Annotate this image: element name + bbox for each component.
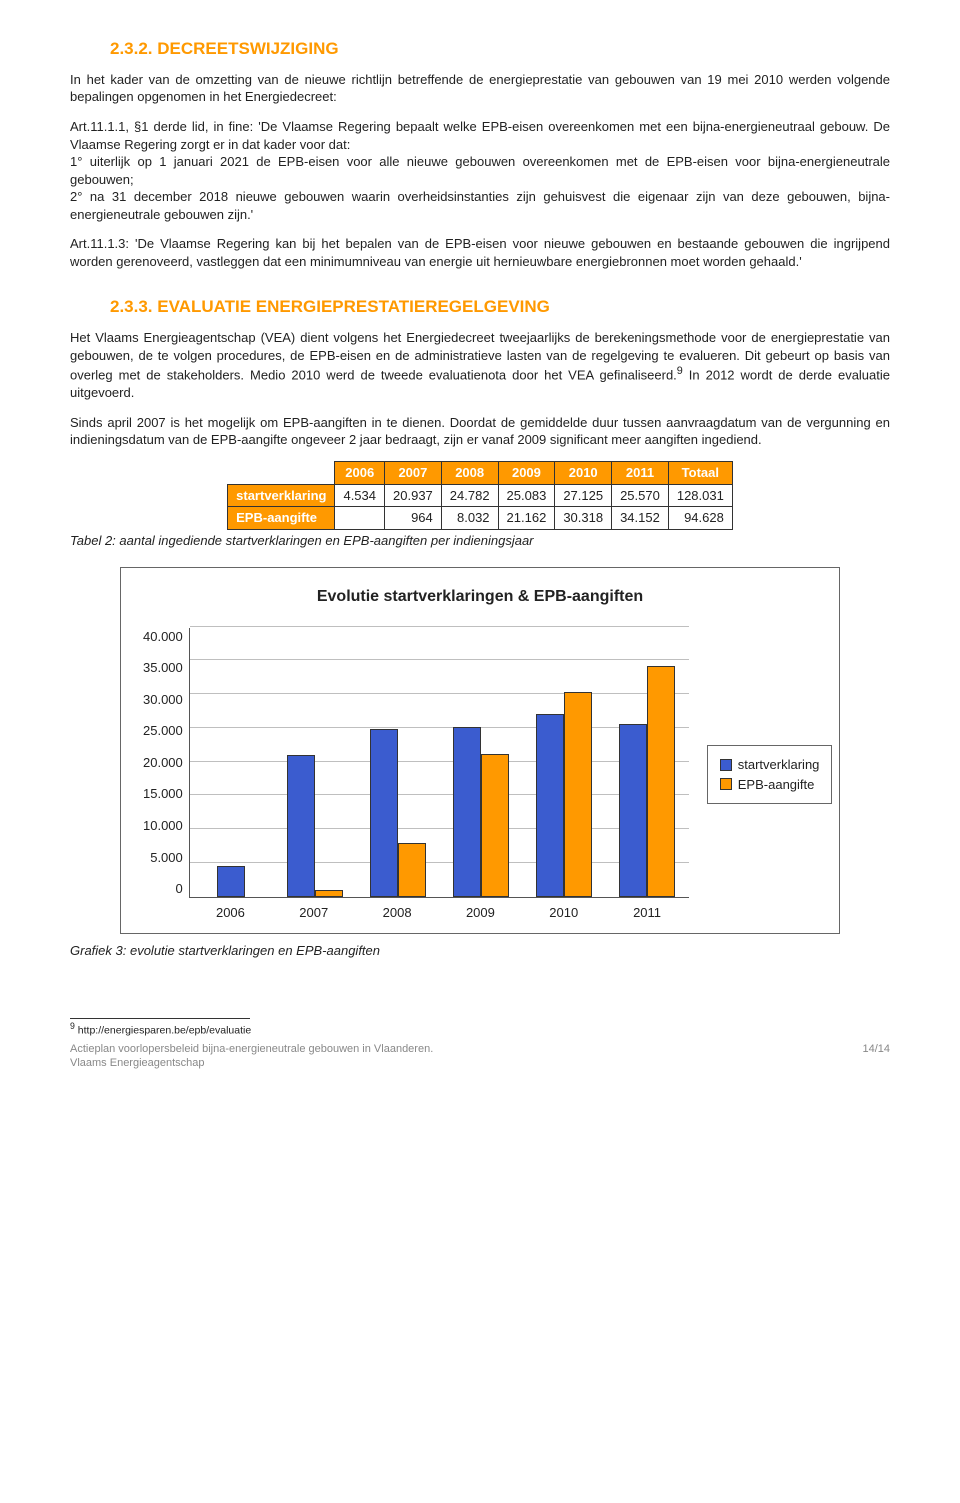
para-s1-1: In het kader van de omzetting van de nie… xyxy=(70,71,890,106)
cell: 25.570 xyxy=(612,484,669,507)
cell: 34.152 xyxy=(612,507,669,530)
footnote-rule xyxy=(70,1018,250,1019)
ytick-label: 15.000 xyxy=(143,785,183,803)
th-totaal: Totaal xyxy=(668,461,732,484)
footer-line1: Actieplan voorlopersbeleid bijna-energie… xyxy=(70,1042,433,1057)
para-s2-2: Sinds april 2007 is het mogelijk om EPB-… xyxy=(70,414,890,449)
bar xyxy=(370,729,398,896)
bar xyxy=(287,755,315,896)
bar xyxy=(536,714,564,897)
legend-swatch xyxy=(720,778,732,790)
th-2011: 2011 xyxy=(612,461,669,484)
rowhead-start: startverklaring xyxy=(228,484,335,507)
cell: 27.125 xyxy=(555,484,612,507)
para-s1-2: Art.11.1.1, §1 derde lid, in fine: 'De V… xyxy=(70,118,890,223)
th-2006: 2006 xyxy=(335,461,385,484)
ytick-label: 30.000 xyxy=(143,691,183,709)
bar-group xyxy=(273,628,356,897)
plot-area xyxy=(189,628,689,898)
heading-decreetswijziging: 2.3.2. DECREETSWIJZIGING xyxy=(110,38,890,61)
ytick-label: 0 xyxy=(176,880,183,898)
x-axis: 200620072008200920102011 xyxy=(189,898,689,922)
legend-label: EPB-aangifte xyxy=(738,776,815,794)
th-2010: 2010 xyxy=(555,461,612,484)
para-s1-3: Art.11.1.3: 'De Vlaamse Regering kan bij… xyxy=(70,235,890,270)
bar xyxy=(647,666,675,897)
bar xyxy=(481,754,509,897)
page-footer: Actieplan voorlopersbeleid bijna-energie… xyxy=(70,1042,890,1072)
table-caption: Tabel 2: aantal ingediende startverklari… xyxy=(70,532,890,550)
bar-group xyxy=(522,628,605,897)
table-epb-aangiften: 2006 2007 2008 2009 2010 2011 Totaal sta… xyxy=(227,461,733,530)
legend-swatch xyxy=(720,759,732,771)
legend-item: EPB-aangifte xyxy=(720,776,820,794)
cell: 4.534 xyxy=(335,484,385,507)
xtick-label: 2009 xyxy=(439,904,522,922)
chart-title: Evolutie startverklaringen & EPB-aangift… xyxy=(143,586,817,608)
table-row: startverklaring 4.534 20.937 24.782 25.0… xyxy=(228,484,733,507)
xtick-label: 2011 xyxy=(605,904,688,922)
cell: 21.162 xyxy=(498,507,555,530)
heading-evaluatie: 2.3.3. EVALUATIE ENERGIEPRESTATIEREGELGE… xyxy=(110,296,890,319)
th-2008: 2008 xyxy=(441,461,498,484)
ytick-label: 40.000 xyxy=(143,628,183,646)
rowhead-epb: EPB-aangifte xyxy=(228,507,335,530)
y-axis: 40.000 35.000 30.000 25.000 20.000 15.000 10.0… xyxy=(143,628,189,898)
cell: 8.032 xyxy=(441,507,498,530)
footer-line2: Vlaams Energieagentschap xyxy=(70,1056,433,1071)
chart-evolutie: Evolutie startverklaringen & EPB-aangift… xyxy=(120,567,840,934)
bar xyxy=(315,890,343,897)
bar xyxy=(453,727,481,896)
bar xyxy=(398,843,426,897)
footnote-9: 9 http://energiesparen.be/epb/evaluatie xyxy=(70,1021,890,1038)
chart-caption: Grafiek 3: evolutie startverklaringen en… xyxy=(70,942,890,960)
cell: 24.782 xyxy=(441,484,498,507)
th-2007: 2007 xyxy=(385,461,442,484)
ytick-label: 35.000 xyxy=(143,659,183,677)
cell: 964 xyxy=(385,507,442,530)
cell: 30.318 xyxy=(555,507,612,530)
legend: startverklaring EPB-aangifte xyxy=(707,745,833,804)
bar-group xyxy=(606,628,689,897)
cell: 94.628 xyxy=(668,507,732,530)
cell: 128.031 xyxy=(668,484,732,507)
xtick-label: 2010 xyxy=(522,904,605,922)
bar-group xyxy=(439,628,522,897)
xtick-label: 2006 xyxy=(189,904,272,922)
xtick-label: 2008 xyxy=(355,904,438,922)
gridline xyxy=(190,626,689,627)
legend-item: startverklaring xyxy=(720,756,820,774)
ytick-label: 10.000 xyxy=(143,817,183,835)
th-2009: 2009 xyxy=(498,461,555,484)
page-number: 14/14 xyxy=(862,1042,890,1072)
ytick-label: 20.000 xyxy=(143,754,183,772)
footnote-text: http://energiesparen.be/epb/evaluatie xyxy=(75,1024,251,1036)
cell xyxy=(335,507,385,530)
bar-group xyxy=(190,628,273,897)
legend-label: startverklaring xyxy=(738,756,820,774)
bar xyxy=(564,692,592,897)
bar xyxy=(619,724,647,897)
xtick-label: 2007 xyxy=(272,904,355,922)
para-s2-1: Het Vlaams Energieagentschap (VEA) dient… xyxy=(70,329,890,402)
table-row: EPB-aangifte 964 8.032 21.162 30.318 34.… xyxy=(228,507,733,530)
bar-group xyxy=(356,628,439,897)
cell: 20.937 xyxy=(385,484,442,507)
cell: 25.083 xyxy=(498,484,555,507)
ytick-label: 25.000 xyxy=(143,722,183,740)
bar xyxy=(217,866,245,897)
ytick-label: 5.000 xyxy=(150,849,183,867)
